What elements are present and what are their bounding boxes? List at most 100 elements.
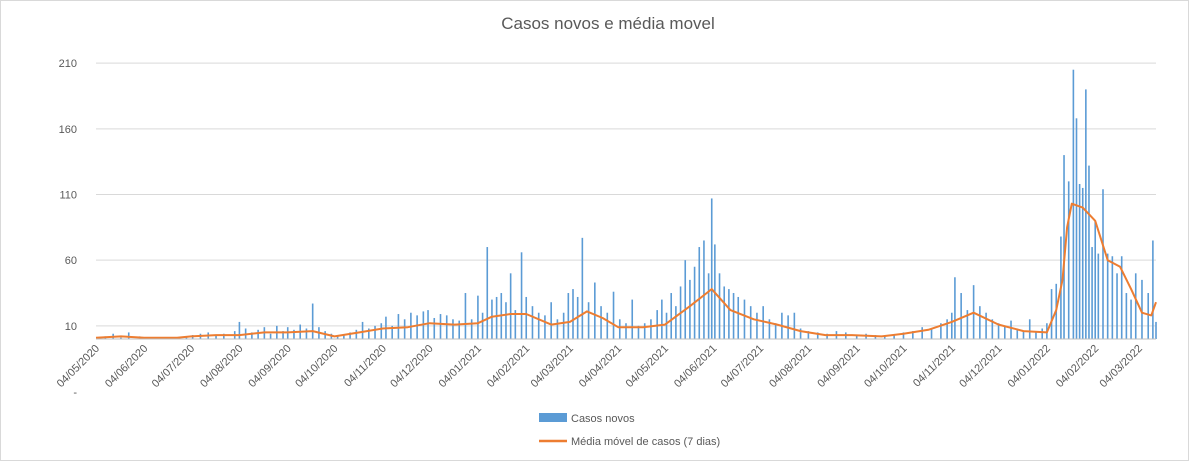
bar	[991, 319, 994, 339]
bar	[826, 333, 828, 339]
bar	[728, 289, 730, 339]
bar	[1102, 189, 1104, 339]
bar	[743, 299, 746, 339]
bar	[600, 306, 602, 339]
bar	[1155, 321, 1157, 339]
bar	[427, 310, 429, 339]
bar	[1125, 293, 1128, 339]
y-tick-label: 10	[65, 321, 77, 333]
bar	[514, 310, 517, 339]
x-tick-label: 04/10/2021	[862, 343, 909, 390]
bar	[921, 327, 923, 339]
bar	[1134, 273, 1137, 339]
bar	[531, 306, 534, 339]
bar	[732, 293, 735, 339]
legend: Casos novos Média móvel de casos (7 dias…	[539, 413, 720, 448]
bar	[374, 325, 376, 339]
y-axis-ticks: - 10 60 110 160 210	[59, 58, 78, 399]
bar	[762, 306, 764, 339]
x-tick-label: 04/02/2021	[485, 343, 532, 390]
bar	[1085, 89, 1087, 339]
bar	[710, 198, 713, 339]
bar	[1081, 187, 1084, 339]
bar	[718, 273, 721, 339]
bar	[343, 335, 345, 339]
bar	[215, 335, 217, 339]
bar	[416, 315, 418, 339]
bar	[594, 282, 596, 339]
bar	[305, 328, 308, 339]
bar	[816, 332, 819, 339]
x-tick-label: 04/11/2021	[911, 343, 958, 390]
bar	[855, 335, 858, 339]
bar	[1130, 299, 1132, 339]
bar	[985, 312, 987, 339]
bar	[282, 331, 284, 339]
x-tick-label: 04/03/2021	[529, 343, 576, 390]
x-tick-label: 04/08/2021	[767, 343, 814, 390]
y-tick-label: 60	[65, 255, 77, 267]
x-tick-label: 04/04/2021	[577, 343, 624, 390]
bar	[544, 315, 546, 339]
bar	[665, 312, 668, 339]
bar	[1120, 256, 1123, 339]
bar	[912, 331, 914, 339]
bar	[1152, 240, 1154, 339]
bar	[893, 335, 895, 339]
bar	[793, 312, 796, 339]
bar	[698, 247, 701, 339]
y-tick-label: 210	[59, 58, 77, 70]
bar	[1067, 181, 1070, 339]
bar	[966, 310, 969, 339]
bar	[311, 303, 314, 339]
x-axis-ticks: 04/05/2020 04/06/2020 04/07/2020 04/08/2020…	[55, 343, 1145, 390]
bar	[675, 306, 677, 339]
x-tick-label: 04/03/2022	[1098, 343, 1145, 390]
bar	[1091, 247, 1093, 339]
bar	[509, 273, 512, 339]
x-tick-label: 04/01/2021	[437, 343, 484, 390]
bar	[807, 331, 810, 339]
bar	[1063, 155, 1065, 339]
x-tick-label: 04/06/2020	[103, 343, 150, 390]
bar	[883, 336, 886, 339]
bar	[587, 302, 590, 339]
bar	[749, 306, 752, 339]
bar	[689, 279, 691, 339]
bar	[238, 321, 241, 339]
y-tick-label: -	[73, 387, 77, 399]
y-tick-label: 110	[59, 190, 77, 202]
x-tick-label: 04/05/2020	[55, 343, 102, 390]
bar	[1097, 253, 1100, 339]
bar	[452, 319, 454, 339]
x-tick-label: 04/07/2021	[719, 343, 766, 390]
bar	[997, 323, 1000, 339]
bar	[1050, 289, 1053, 339]
bar	[397, 314, 400, 339]
bar	[979, 306, 981, 339]
bar	[470, 319, 473, 339]
bar	[525, 296, 528, 339]
bar	[707, 273, 710, 339]
bar	[445, 315, 448, 339]
bar	[120, 337, 122, 339]
bar	[625, 323, 627, 339]
legend-swatch-casos-novos	[539, 413, 567, 422]
bar	[1111, 256, 1114, 339]
bar	[293, 329, 295, 339]
bar	[380, 323, 383, 339]
bar	[1035, 332, 1037, 339]
bar	[768, 319, 771, 339]
bar	[251, 332, 253, 339]
bar	[661, 299, 663, 339]
bar	[637, 325, 640, 339]
bar	[550, 302, 552, 339]
bar	[269, 333, 272, 339]
bar	[349, 332, 351, 339]
bar	[774, 323, 777, 339]
bar	[257, 329, 259, 339]
bar	[612, 291, 615, 339]
line-series-media-movel	[95, 202, 1157, 339]
x-tick-label: 04/11/2020	[342, 343, 389, 390]
